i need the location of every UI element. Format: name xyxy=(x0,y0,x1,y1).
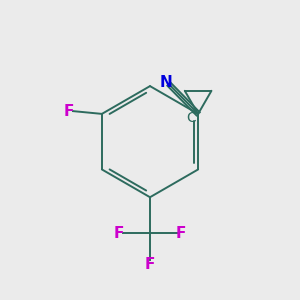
Text: F: F xyxy=(114,226,124,241)
Text: C: C xyxy=(187,111,196,125)
Text: F: F xyxy=(63,103,74,118)
Text: F: F xyxy=(145,257,155,272)
Text: N: N xyxy=(159,75,172,90)
Text: F: F xyxy=(176,226,186,241)
